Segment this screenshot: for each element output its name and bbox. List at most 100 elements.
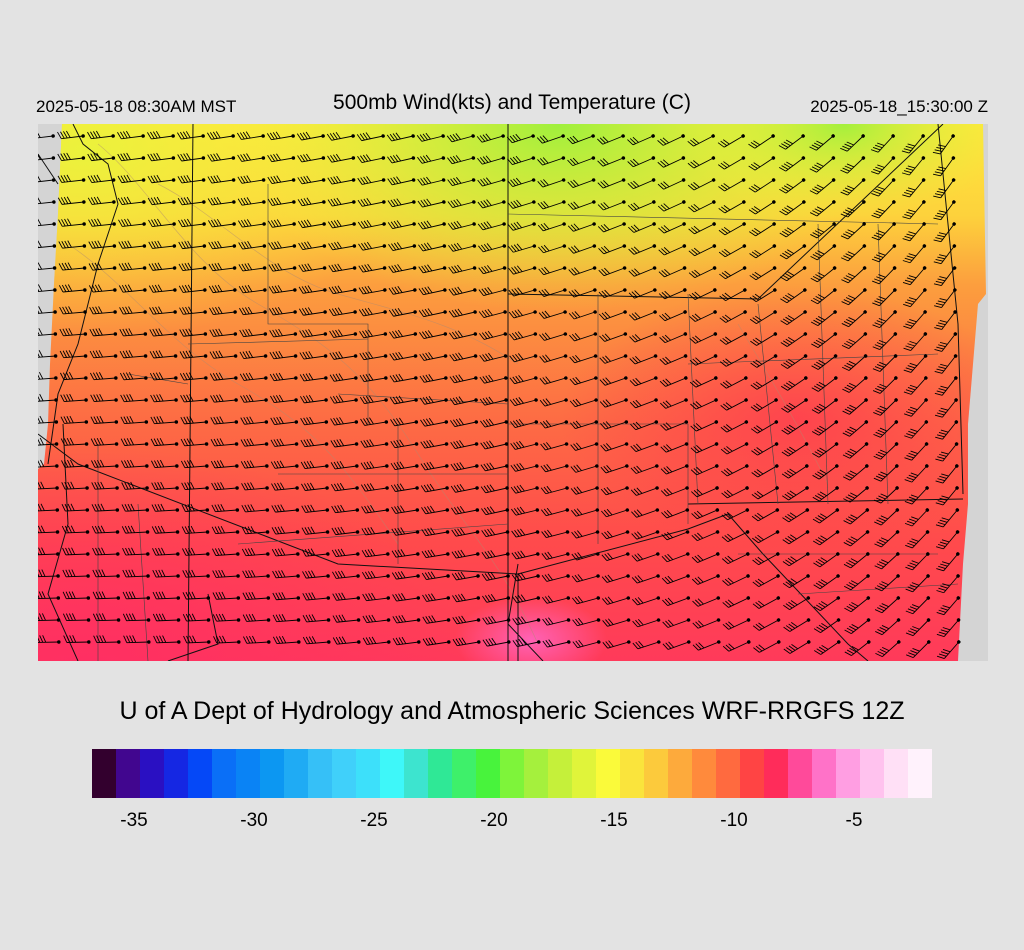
wind-barb [935, 464, 959, 484]
wind-barb [327, 197, 356, 207]
wind-barb [510, 484, 539, 494]
wind-barb [452, 637, 481, 647]
wind-barb [269, 372, 298, 382]
wind-barb [270, 416, 299, 425]
wind-barb [118, 262, 147, 271]
wind-barb [659, 376, 688, 387]
wind-barb [147, 174, 176, 184]
wind-barb [360, 417, 389, 426]
colorbar-swatch [620, 749, 644, 798]
wind-barb [871, 244, 897, 263]
wind-barb [482, 637, 511, 647]
wind-barb [328, 285, 357, 295]
wind-barb [781, 464, 809, 479]
wind-barb [117, 174, 146, 184]
wind-barb [721, 464, 749, 477]
wind-barb [122, 613, 151, 622]
wind-barb [449, 374, 478, 384]
colorbar-swatch [812, 749, 836, 798]
wind-barb [750, 420, 779, 434]
wind-barb [87, 130, 115, 140]
wind-barb [719, 288, 747, 302]
wind-barb [598, 266, 627, 277]
colorbar-swatch [260, 749, 284, 798]
wind-barb [812, 530, 840, 546]
wind-barb [122, 591, 151, 600]
wind-barb [936, 530, 960, 550]
wind-barb [508, 287, 537, 297]
wind-barb [478, 308, 507, 318]
wind-barb [361, 526, 390, 536]
wind-barb [241, 526, 270, 535]
wind-barb [362, 592, 391, 602]
wind-barb [842, 442, 869, 459]
wind-barb [240, 438, 269, 447]
wind-barb [602, 640, 631, 649]
wind-barb [119, 328, 148, 337]
wind-barb [119, 306, 147, 315]
wind-barb [211, 547, 240, 556]
wind-barb [780, 288, 807, 304]
wind-barb [538, 266, 567, 276]
wind-barb [690, 464, 719, 476]
wind-barb [387, 154, 416, 164]
wind-barb [904, 420, 929, 439]
wind-barb [627, 156, 656, 168]
colorbar-swatch [572, 749, 596, 798]
wind-barb [90, 393, 118, 403]
wind-barb [539, 376, 568, 385]
wind-barb [149, 372, 178, 381]
wind-barb [362, 614, 391, 624]
wind-barb [933, 200, 956, 221]
wind-barb [873, 398, 898, 416]
wind-barb [601, 574, 630, 583]
wind-barb [508, 243, 537, 253]
colorbar-swatch [332, 749, 356, 798]
colorbar-swatch [860, 749, 884, 798]
wind-barb [934, 288, 957, 308]
wind-barb [751, 486, 779, 500]
wind-barb [904, 464, 929, 483]
wind-barb [512, 638, 541, 648]
wind-barb [59, 371, 88, 381]
wind-barb [298, 307, 327, 316]
wind-barb [88, 262, 117, 271]
wind-barb [62, 613, 91, 622]
wind-barb [240, 460, 269, 469]
wind-barb [904, 508, 930, 527]
temperature-wind-map [27, 123, 988, 662]
wind-barb [722, 640, 751, 652]
wind-barb [717, 156, 746, 170]
wind-barb [662, 596, 691, 606]
wind-barb [207, 153, 236, 162]
wind-barb [571, 508, 600, 517]
colorbar-swatch [140, 749, 164, 798]
wind-barb [90, 437, 119, 446]
wind-barb [419, 374, 448, 383]
wind-barb [269, 350, 298, 360]
wind-barb [874, 530, 900, 548]
wind-barb [510, 440, 539, 450]
wind-barb [507, 155, 536, 166]
wind-barb [480, 484, 509, 494]
colorbar-swatch [548, 749, 572, 798]
wind-barb [627, 200, 656, 211]
wind-barb [905, 530, 930, 549]
wind-barb [536, 134, 565, 144]
wind-barb [361, 548, 390, 558]
colorbar-swatch [212, 749, 236, 798]
wind-barb [389, 395, 418, 405]
wind-barb [935, 508, 960, 528]
wind-barb [447, 177, 476, 187]
wind-barb [718, 244, 747, 258]
wind-barb [687, 156, 716, 169]
wind-barb [89, 350, 118, 359]
wind-barb [270, 394, 298, 404]
wind-barb [657, 156, 686, 168]
wind-barb [751, 508, 780, 522]
wind-barb [843, 508, 870, 525]
wind-barb [844, 640, 871, 656]
wind-barb [902, 244, 927, 264]
wind-barb [388, 307, 417, 317]
wind-barb [842, 464, 869, 481]
